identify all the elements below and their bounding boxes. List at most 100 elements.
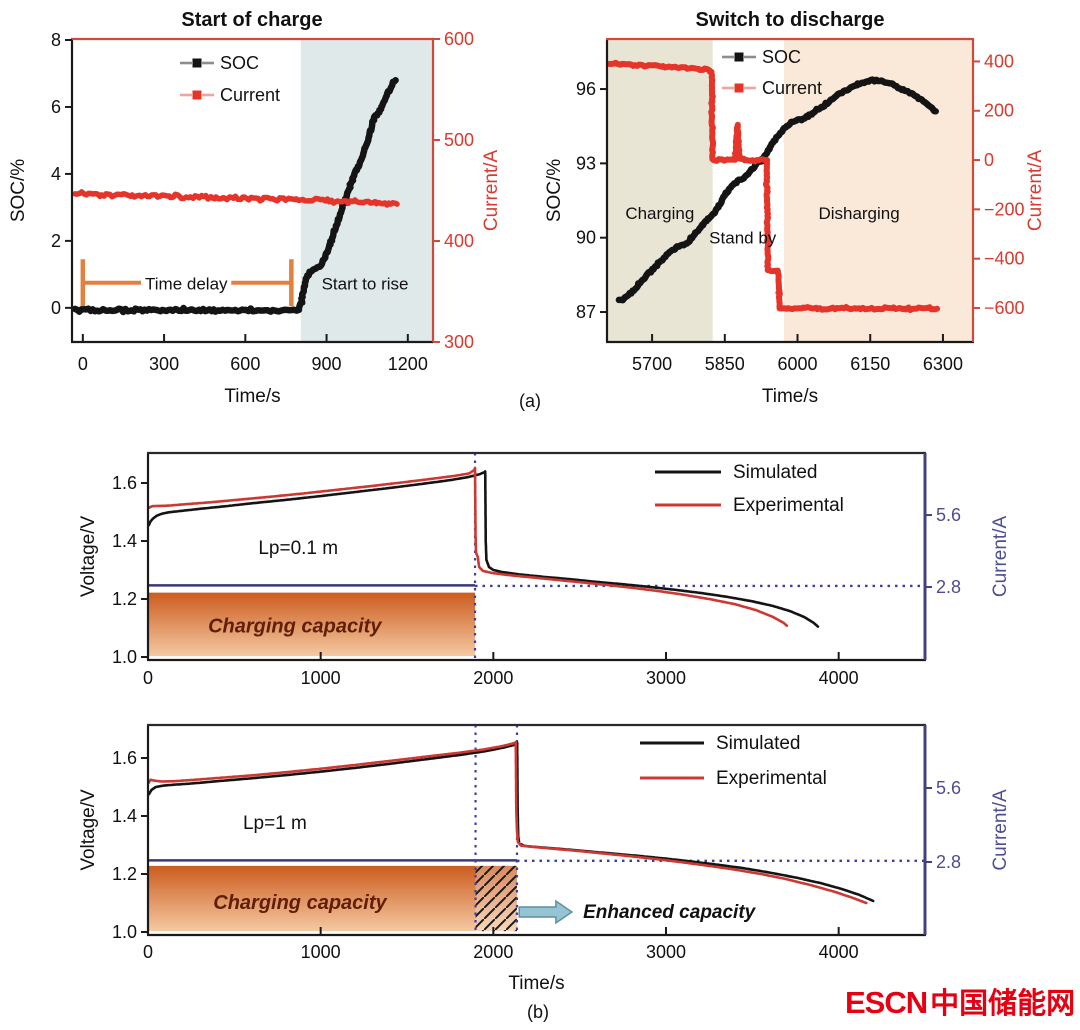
hatch-lines xyxy=(475,865,517,932)
y-tick-label: 90 xyxy=(576,228,596,248)
charging-capacity-box xyxy=(148,865,476,932)
x-tick-label: 3000 xyxy=(646,668,686,688)
series-soc xyxy=(71,76,399,316)
x-tick-label: 2000 xyxy=(473,668,513,688)
x-tick-label: 6000 xyxy=(777,354,817,374)
y-axis-label: SOC/% xyxy=(544,159,565,222)
y2-tick-label: 400 xyxy=(984,51,1014,71)
legend-marker-current xyxy=(734,83,744,93)
chart-switch-to-discharge: Charging Stand by Disharging 5700 5850 6000 61… xyxy=(544,9,1046,407)
logo-text-zh: 中国储能网 xyxy=(930,988,1076,1020)
region-shading xyxy=(607,39,713,342)
charging-capacity-box xyxy=(148,592,476,657)
legend-label-current: Current xyxy=(762,78,822,98)
chart-voltage-lp-1: Lp=1 m Charging capacity Enhanced capacity… xyxy=(78,723,1011,994)
region-shading xyxy=(300,39,433,342)
y2-axis-label: Current/A xyxy=(1025,150,1046,232)
legend-label-experimental: Experimental xyxy=(716,768,827,789)
y-tick-label: 1.2 xyxy=(112,864,137,884)
y2-tick-label: 2.8 xyxy=(936,577,961,597)
y2-tick-label: 300 xyxy=(444,332,474,352)
y-tick-label: 0 xyxy=(51,298,61,318)
y-tick-label: 93 xyxy=(576,153,596,173)
y-tick-label: 1.2 xyxy=(112,589,137,609)
x-tick-label: 1000 xyxy=(301,942,341,962)
legend-label-simulated: Simulated xyxy=(733,462,818,483)
y-tick-label: 8 xyxy=(51,30,61,50)
x-tick-label: 4000 xyxy=(819,668,859,688)
y2-tick-label: 200 xyxy=(984,101,1014,121)
x-axis-label: Time/s xyxy=(762,386,818,407)
y-tick-label: 6 xyxy=(51,97,61,117)
y2-axis-label: Current/A xyxy=(481,150,502,232)
panel-label-a: (a) xyxy=(519,391,541,411)
panel-label-b: (b) xyxy=(527,1002,549,1022)
series-experimental xyxy=(147,740,868,905)
y2-tick-label: 0 xyxy=(984,150,994,170)
y2-tick-label: 2.8 xyxy=(936,852,961,872)
x-tick-label: 1200 xyxy=(388,354,428,374)
enhanced-capacity-arrow xyxy=(518,899,574,925)
y2-tick-label: 400 xyxy=(444,231,474,251)
annotation-lp-0-1-m: Lp=0.1 m xyxy=(258,538,338,559)
legend-marker-soc xyxy=(192,58,202,68)
y-tick-label: 1.4 xyxy=(112,806,137,826)
y-tick-label: 96 xyxy=(576,79,596,99)
x-tick-label: 0 xyxy=(143,942,153,962)
x-tick-label: 0 xyxy=(143,668,153,688)
y2-tick-label: 500 xyxy=(444,130,474,150)
x-tick-label: 4000 xyxy=(819,942,859,962)
y2-tick-label: 5.6 xyxy=(936,778,961,798)
legend-label-soc: SOC xyxy=(762,47,801,67)
y2-tick-label: 600 xyxy=(444,29,474,49)
series-simulated xyxy=(147,470,820,628)
x-tick-label: 900 xyxy=(312,354,342,374)
y-tick-label: 1.6 xyxy=(112,473,137,493)
annotation-time-delay: Time delay xyxy=(145,274,228,293)
annotation-charging-capacity: Charging capacity xyxy=(213,892,387,914)
x-tick-label: 3000 xyxy=(646,942,686,962)
x-tick-label: 1000 xyxy=(301,668,341,688)
x-tick-label: 0 xyxy=(78,354,88,374)
y-axis-label: Voltage/V xyxy=(78,789,99,871)
y-axis-label: Voltage/V xyxy=(78,516,99,598)
x-tick-label: 300 xyxy=(149,354,179,374)
legend-label-soc: SOC xyxy=(220,53,259,73)
y-tick-label: 1.0 xyxy=(112,647,137,667)
legend-label-experimental: Experimental xyxy=(733,495,844,516)
y-axis-label: SOC/% xyxy=(8,159,29,222)
y2-tick-label: −200 xyxy=(984,199,1025,219)
legend-label-simulated: Simulated xyxy=(716,733,801,754)
legend-marker-soc xyxy=(734,52,744,62)
region-shading xyxy=(783,39,973,342)
annotation-stand-by: Stand by xyxy=(709,229,777,248)
series-experimental xyxy=(147,466,789,627)
series-current xyxy=(72,189,400,208)
y-tick-label: 1.6 xyxy=(112,748,137,768)
x-tick-label: 600 xyxy=(230,354,260,374)
legend-label-current: Current xyxy=(220,85,280,105)
y2-axis-label: Current/A xyxy=(990,516,1011,598)
annotation-start-to-rise: Start to rise xyxy=(322,274,409,293)
x-axis-label: Time/s xyxy=(224,386,280,407)
logo-text-en: ESCN xyxy=(845,985,928,1020)
chart-title: Switch to discharge xyxy=(696,9,885,31)
y-tick-label: 2 xyxy=(51,231,61,251)
y2-tick-label: −400 xyxy=(984,249,1025,269)
y2-tick-label: 5.6 xyxy=(936,505,961,525)
chart-title: Start of charge xyxy=(181,9,322,31)
y-tick-label: 1.0 xyxy=(112,922,137,942)
chart-voltage-lp-0-1: Lp=0.1 m Charging capacity 0 1000 2000 3000 40… xyxy=(78,451,1011,688)
y2-tick-label: −600 xyxy=(984,298,1025,318)
series-simulated xyxy=(147,741,875,903)
x-axis-label: Time/s xyxy=(508,973,564,994)
chart-start-of-charge: Time delay Start to rise 0 300 600 900 1200 0 2 4… xyxy=(8,9,502,407)
y-tick-label: 1.4 xyxy=(112,531,137,551)
y-tick-label: 87 xyxy=(576,302,596,322)
x-tick-label: 5850 xyxy=(705,354,745,374)
annotation-disharging: Disharging xyxy=(818,204,899,223)
x-tick-label: 6300 xyxy=(923,354,963,374)
x-tick-label: 6150 xyxy=(850,354,890,374)
y2-axis-label: Current/A xyxy=(990,789,1011,871)
